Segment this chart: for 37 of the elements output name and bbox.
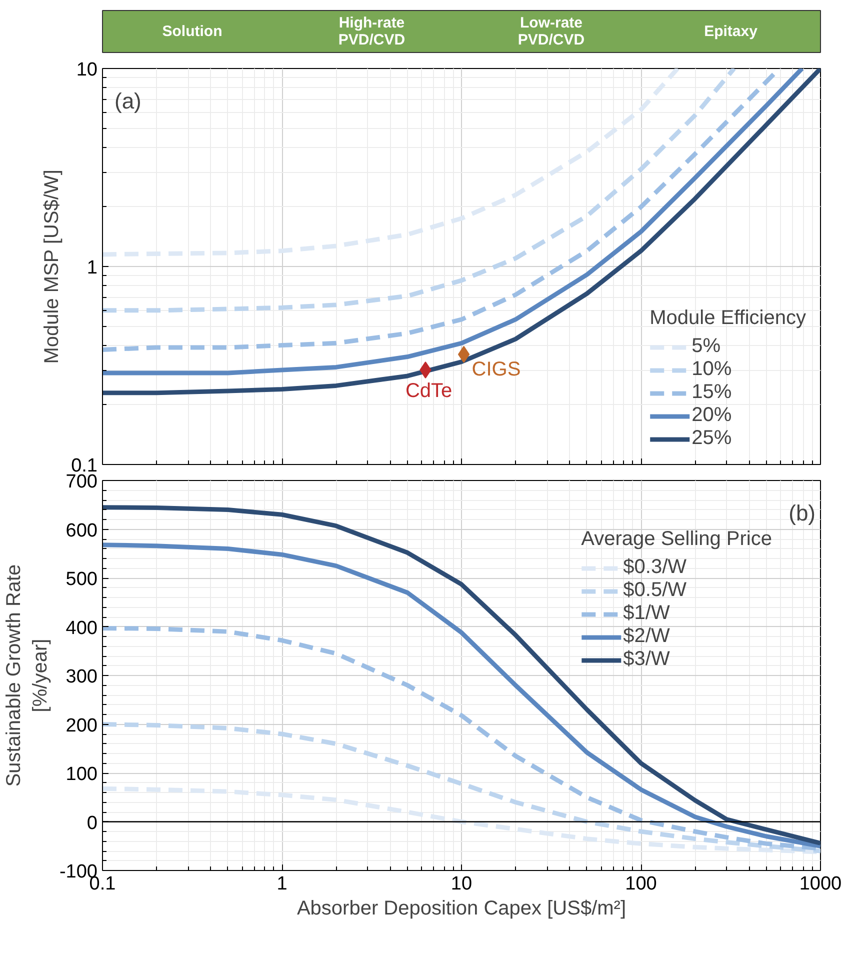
- legend-label: $1/W: [623, 602, 670, 625]
- x-axis-title: Absorber Deposition Capex [US$/m²]: [296, 898, 626, 920]
- legend-label: 25%: [692, 427, 732, 450]
- text: Solution: [162, 23, 222, 40]
- y-tick-label: 600: [66, 520, 98, 542]
- legend-label: 20%: [692, 404, 732, 427]
- text: High-rate PVD/CVD: [338, 14, 406, 48]
- y-tick-label: 700: [66, 472, 98, 492]
- legend-label: 15%: [692, 381, 732, 404]
- y-tick-label: 300: [66, 666, 98, 688]
- y-tick-label: 500: [66, 569, 98, 590]
- y-tick-label: 10: [76, 60, 98, 80]
- annotation: (b): [788, 500, 816, 526]
- y-tick-label: 200: [66, 715, 98, 736]
- y-tick-label: 400: [66, 618, 98, 639]
- text: Low-rate PVD/CVD: [518, 14, 585, 48]
- series-label: CIGS: [472, 358, 521, 380]
- x-tick-label: 1000: [799, 874, 842, 894]
- x-tick-label: 10: [450, 874, 472, 894]
- legend-title: Average Selling Price: [581, 528, 772, 551]
- y-axis-title: Module MSP [US$/W]: [41, 170, 64, 364]
- y-tick-label: 1: [86, 258, 98, 278]
- y-tick-label: 100: [66, 764, 98, 785]
- legend-label: $0.3/W: [623, 556, 686, 579]
- y-tick-label: 0: [86, 812, 98, 834]
- y-axis-title: Sustainable Growth Rate [%/year]: [3, 564, 52, 787]
- legend-label: $2/W: [623, 625, 670, 648]
- legend-label: 5%: [692, 335, 721, 358]
- legend-label: $0.5/W: [623, 579, 686, 602]
- annotation: (a): [114, 88, 142, 114]
- legend-label: $3/W: [623, 648, 670, 671]
- legend-label: 10%: [692, 358, 732, 381]
- series-label: CdTe: [405, 380, 452, 402]
- x-tick-label: 1: [276, 874, 288, 894]
- text: Epitaxy: [704, 23, 758, 40]
- x-tick-label: 100: [625, 874, 657, 894]
- legend-title: Module Efficiency: [650, 307, 806, 330]
